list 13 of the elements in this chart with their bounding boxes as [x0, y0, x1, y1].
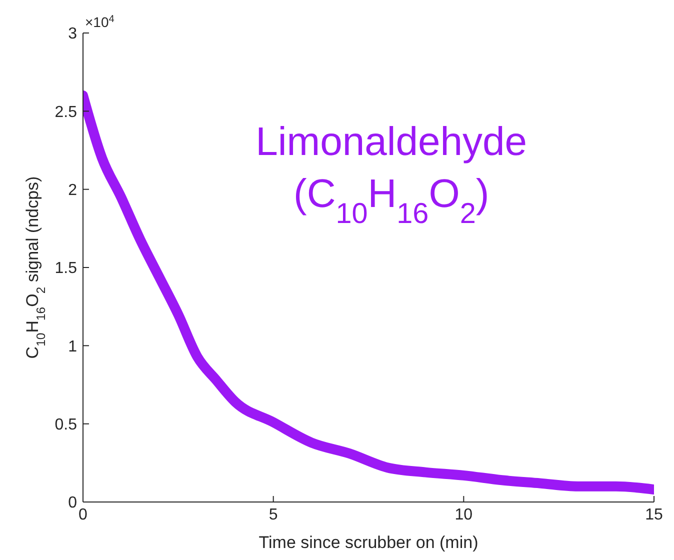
y-tick-label: 2.5 [54, 104, 78, 121]
y-tick-label: 3 [68, 26, 78, 43]
y-tick-label: 0 [68, 494, 78, 512]
x-tick-label: 15 [645, 506, 663, 524]
y-tick-label: 1 [68, 338, 78, 356]
y-tick-label: 2 [68, 182, 78, 200]
x-axis-title: Time since scrubber on (min) [258, 533, 478, 552]
text: ×10$^{4}$ [85, 14, 115, 30]
x-tick-label: 10 [454, 506, 473, 524]
y-tick-label: 1.5 [54, 260, 78, 278]
x-tick-label: 5 [268, 506, 278, 524]
y-tick-label: 0.5 [54, 416, 78, 434]
annotation: Limonaldehyde (C$_{10}$H$_{16}$O$_{2}$) [256, 120, 527, 230]
